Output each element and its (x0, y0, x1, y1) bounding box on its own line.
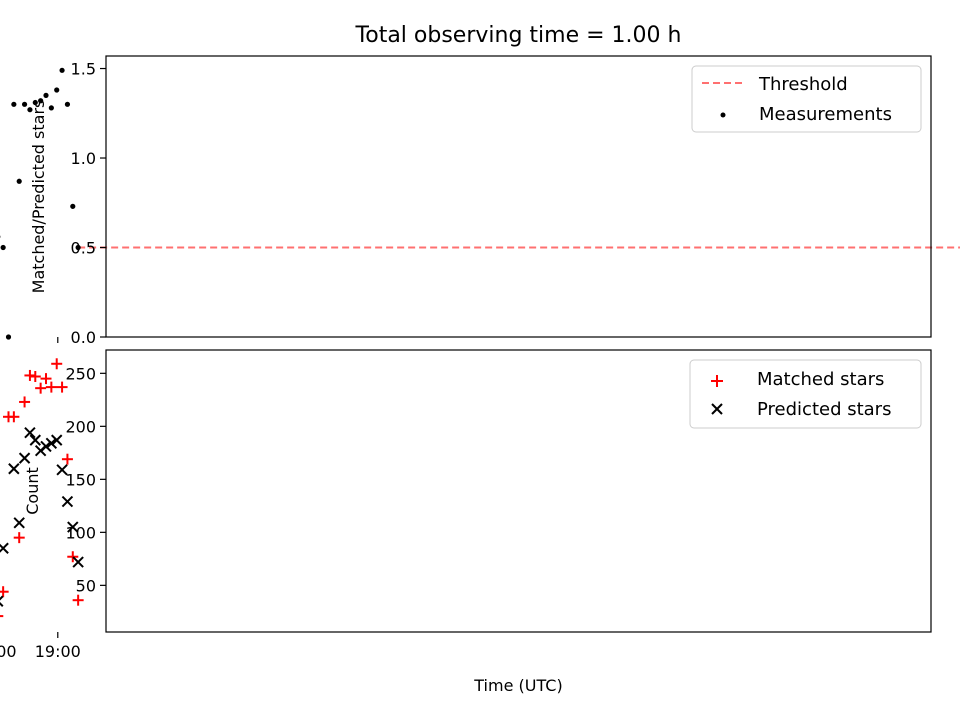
matched-star-point (45, 381, 57, 393)
matched-star-point (35, 382, 47, 394)
predicted-star-point (61, 495, 74, 508)
top-plot-marks (0, 67, 960, 340)
matched-legend-label: Matched stars (757, 369, 884, 390)
measurement-point (59, 67, 65, 73)
bottom-panel: 5010015020025019:0020:0021:0022:0023:000… (0, 349, 932, 695)
predicted-star-point (67, 521, 79, 533)
figure-title: Total observing time = 1.00 h (355, 23, 682, 48)
predicted-star-point (34, 445, 47, 457)
bottom-y-tick-label: 50 (76, 576, 96, 595)
predicted-star-point (0, 595, 4, 607)
measurement-point (38, 98, 44, 104)
measurements-legend-label: Measurements (759, 104, 892, 125)
bottom-plot-marks (0, 358, 84, 618)
x-tick-label: 19:00 (35, 642, 81, 661)
matched-star-point (19, 396, 31, 408)
matched-star-point (56, 381, 68, 393)
matched-legend-swatch (711, 375, 723, 387)
threshold-legend-label: Threshold (758, 74, 848, 95)
matched-star-point (61, 453, 73, 465)
measurement-point (48, 105, 54, 111)
bottom-axes-frame (105, 349, 932, 633)
matched-star-point (40, 373, 52, 385)
matched-star-point (24, 369, 36, 381)
top-panel: 0.0 0.5 1.0 1.5 Matched/Predicted stars Thr… (0, 55, 960, 347)
top-y-tick-label: 0.0 (71, 328, 96, 347)
top-y-tick-label: 0.5 (71, 239, 96, 258)
bottom-y-tick-label: 150 (65, 470, 96, 489)
measurement-point (64, 101, 71, 107)
predicted-star-point (51, 434, 63, 446)
matched-star-point (51, 358, 63, 370)
predicted-star-point (29, 434, 41, 446)
measurement-point (70, 203, 76, 209)
predicted-legend-label: Predicted stars (757, 399, 891, 420)
top-legend: Threshold Measurements (691, 65, 922, 133)
bottom-y-tick-label: 200 (65, 417, 96, 436)
predicted-star-point (45, 437, 58, 450)
top-y-axis-label: Matched/Predicted stars (29, 100, 48, 294)
measurement-point (16, 178, 22, 184)
matched-star-point (29, 371, 41, 383)
top-axes-frame (105, 55, 932, 338)
top-y-tick-label: 1.0 (71, 149, 96, 168)
measurements-legend-swatch (720, 112, 726, 118)
matched-star-point (0, 615, 4, 618)
predicted-star-point (56, 464, 68, 476)
measurement-point (21, 101, 28, 107)
predicted-star-point (72, 556, 84, 568)
top-y-tick-label: 1.5 (71, 60, 96, 79)
matched-star-point (72, 594, 84, 606)
predicted-star-point (24, 426, 36, 439)
measurement-point (0, 244, 6, 251)
measurement-point (32, 99, 38, 106)
matched-star-point (0, 586, 9, 598)
matched-star-point (13, 532, 25, 544)
measurement-point (43, 92, 49, 98)
matched-star-point (3, 411, 14, 423)
bottom-y-axis-label: Count (23, 467, 42, 515)
matched-star-point (67, 551, 79, 563)
bottom-y-tick-label: 100 (65, 523, 96, 542)
predicted-legend-swatch (711, 403, 723, 415)
bottom-legend: Matched stars Predicted stars (689, 359, 922, 429)
predicted-star-point (0, 542, 9, 554)
measurement-point (11, 101, 17, 107)
predicted-star-point (18, 452, 31, 464)
measurement-point (75, 244, 81, 251)
bottom-y-tick-label: 250 (65, 364, 96, 383)
x-tick-label: 20:00 (0, 642, 17, 661)
measurement-point (5, 334, 12, 340)
predicted-star-point (13, 517, 25, 529)
measurement-point (27, 107, 33, 113)
predicted-star-point (8, 463, 20, 475)
bottom-axis-ticks: 5010015020025019:0020:0021:0022:0023:000… (0, 364, 106, 661)
x-axis-label: Time (UTC) (473, 676, 562, 695)
measurement-point (54, 87, 60, 93)
top-axis-ticks: 0.0 0.5 1.0 1.5 (57, 60, 106, 347)
